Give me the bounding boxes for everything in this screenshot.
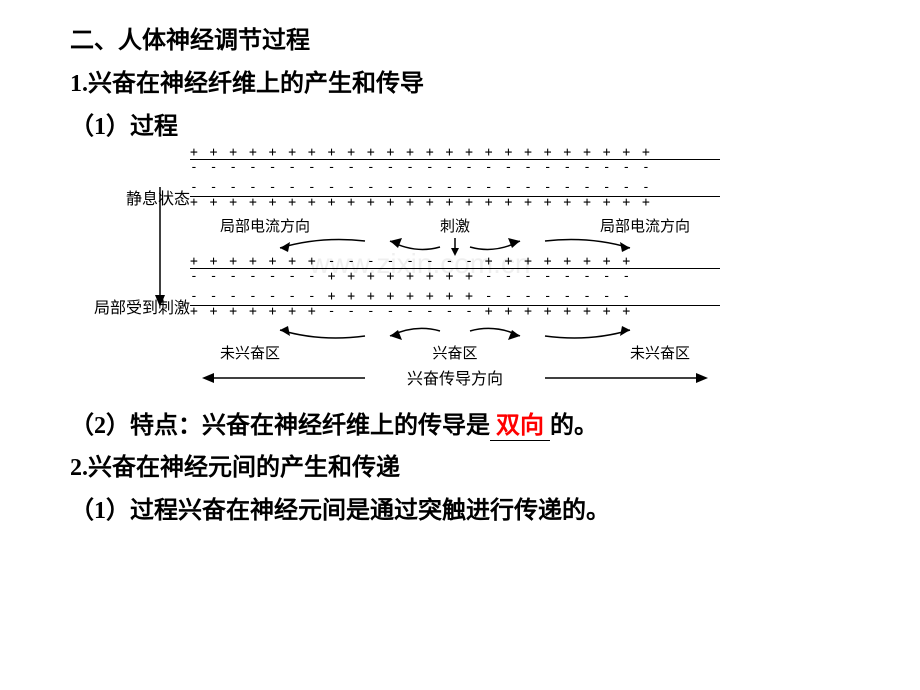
- sub2-prefix: （2）特点：兴奋在神经纤维上的传导是: [70, 413, 490, 439]
- mixed-plus-1: + + + + + + + - - - - - - - - + + + + + …: [190, 256, 730, 268]
- membrane-stimulated: - - - - - - - + + + + + + + + - - - - - …: [190, 268, 720, 306]
- mixed-minus-2: - - - - - - - + + + + + + + + - - - - - …: [190, 283, 720, 303]
- item1-sub1-label: （1）过程: [70, 106, 850, 141]
- sub2-suffix: 的。: [550, 413, 598, 439]
- unexcited-right: 未兴奋区: [630, 342, 690, 363]
- resting-fiber: 静息状态 + + + + + + + + + + + + + + + + + +…: [110, 147, 730, 209]
- membrane-resting: - - - - - - - - - - - - - - - - - - - - …: [190, 159, 720, 197]
- sub2-fill-answer: 双向: [496, 413, 544, 439]
- plus-row-2: + + + + + + + + + + + + + + + + + + + + …: [190, 197, 730, 209]
- stimulated-fiber: 局部受到刺激 + + + + + + + - - - - - - - - + +…: [110, 256, 730, 318]
- item1-sub2: （2）特点：兴奋在神经纤维上的传导是双向的。: [70, 405, 850, 441]
- stimulated-state-label: 局部受到刺激: [94, 294, 190, 318]
- nerve-fiber-diagram: www.zixin.com.cn 静息状态 + + + + + + + + + …: [110, 147, 730, 391]
- local-current-right: 局部电流方向: [600, 215, 690, 236]
- stimulus-arrows-bottom: [190, 322, 720, 340]
- stimulus-label: 刺激: [440, 215, 470, 236]
- item2-sub1: （1）过程兴奋在神经元间是通过突触进行传递的。: [70, 490, 850, 525]
- minus-row-1b: - - - - - - - - - - - - - - - - - - - - …: [190, 174, 720, 194]
- item1-title: 1.兴奋在神经纤维上的产生和传导: [70, 63, 850, 98]
- item2-title: 2.兴奋在神经元间的产生和传递: [70, 447, 850, 482]
- excited-zone: 兴奋区: [432, 342, 477, 363]
- local-current-left: 局部电流方向: [220, 215, 310, 236]
- section-title: 二、人体神经调节过程: [70, 20, 850, 55]
- zone-labels: 未兴奋区 兴奋区 未兴奋区: [190, 340, 720, 365]
- minus-row-1a: - - - - - - - - - - - - - - - - - - - - …: [190, 160, 720, 174]
- unexcited-left: 未兴奋区: [220, 342, 280, 363]
- mixed-minus-1: - - - - - - - + + + + + + + + - - - - - …: [190, 269, 720, 283]
- plus-row-1: + + + + + + + + + + + + + + + + + + + + …: [190, 147, 730, 159]
- mixed-plus-2: + + + + + + + - - - - - - - - + + + + + …: [190, 306, 730, 318]
- middle-labels: 局部电流方向 刺激 局部电流方向: [190, 213, 720, 238]
- conduction-direction: 兴奋传导方向: [190, 365, 720, 391]
- conduction-direction-label: 兴奋传导方向: [407, 365, 503, 389]
